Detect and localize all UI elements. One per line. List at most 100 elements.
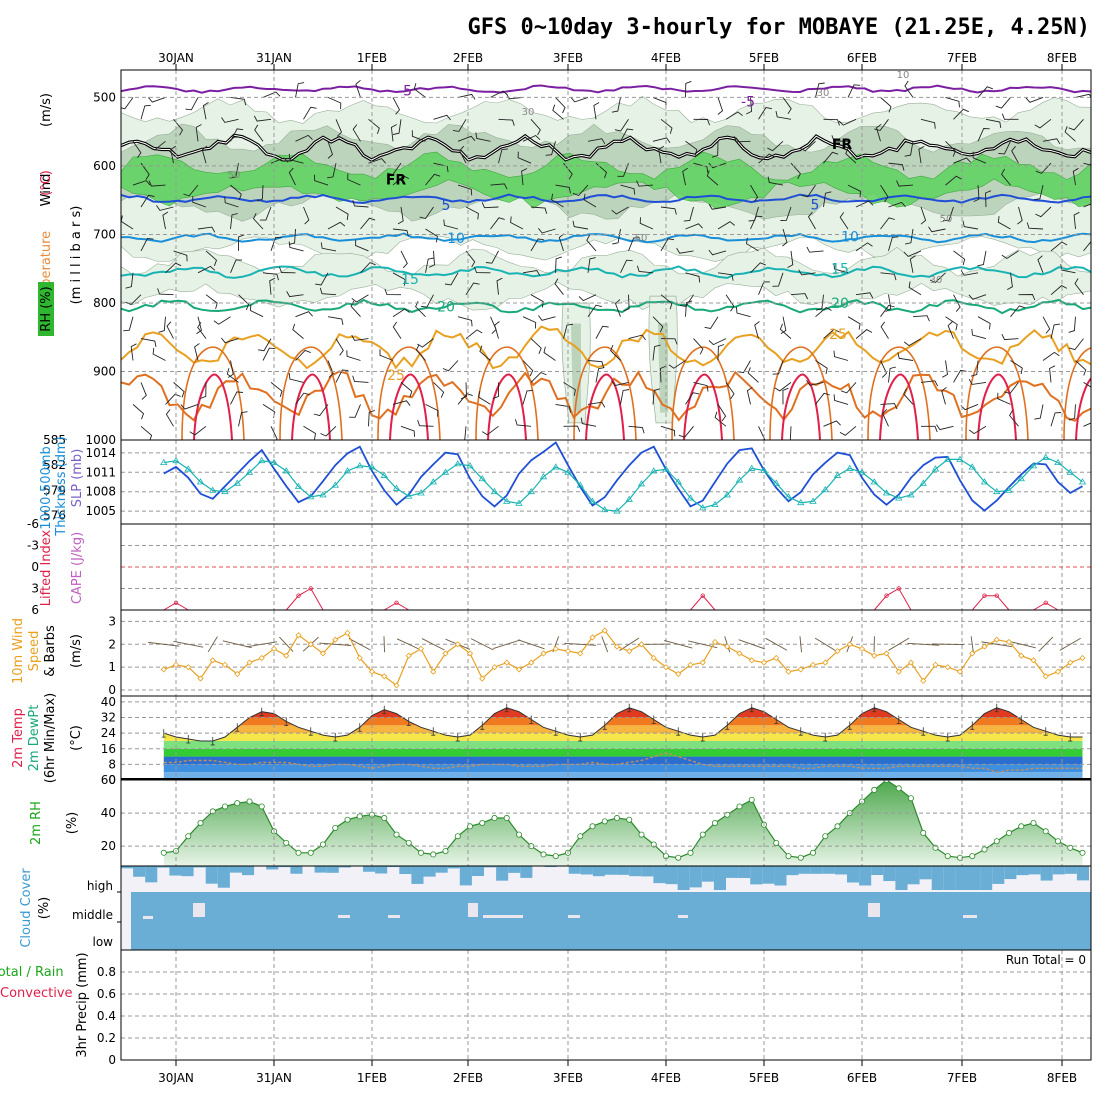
wind-barb [660, 425, 676, 437]
temp-minmax-mark [945, 733, 950, 742]
wind-barb [1074, 278, 1084, 295]
wind-barb [997, 392, 1011, 405]
wind-barb [823, 191, 832, 208]
cloud-high-bar [1076, 866, 1089, 881]
wind-barb [620, 259, 633, 273]
wind10m-point [1042, 673, 1049, 680]
wind-barb [708, 203, 727, 210]
cloud-high-bar [520, 866, 533, 878]
rh2m-point [221, 803, 228, 810]
wind-barb [1083, 162, 1091, 166]
isotherm-label: 15 [831, 262, 849, 278]
temp-tick: 32 [101, 711, 116, 725]
wind-barb [968, 294, 987, 300]
wind-barb [392, 97, 401, 115]
isotherm-hot-loop [683, 373, 723, 440]
wind-barb [942, 360, 948, 378]
rh2m-point [1055, 838, 1062, 845]
wind-barb [921, 425, 938, 433]
wind-barb [652, 316, 664, 333]
wind-barb [660, 294, 673, 310]
ylabel-rh: RH (%) [39, 286, 54, 331]
wind-barb [1035, 206, 1052, 218]
cloud-high-bar [1040, 866, 1053, 881]
temp-minmax-mark [725, 721, 730, 730]
wind-barb [521, 168, 528, 186]
wind-barb [180, 403, 199, 410]
ylabel-wind10m-speed: Speed [27, 631, 42, 672]
wind10m-point [356, 654, 363, 662]
cloud-high-bar [980, 866, 993, 890]
wind10m-barb [173, 640, 204, 648]
slp-point [1042, 453, 1050, 460]
wind-barb [920, 118, 936, 129]
wind-barb [262, 347, 276, 361]
isotherm-hot-loop [585, 373, 625, 440]
wind-barb [195, 124, 202, 142]
rh2m-point [307, 849, 314, 856]
cloud-high-bar [1028, 866, 1041, 875]
wind-barb [292, 323, 304, 339]
wind10m-point [503, 659, 510, 666]
wind-barb [1009, 410, 1019, 427]
cloud-high-bar [278, 866, 291, 868]
wind-barb [555, 256, 562, 273]
wind-barb [349, 404, 361, 418]
wind-barb [693, 381, 709, 392]
wind10m-point [319, 650, 327, 657]
wind-barb [725, 382, 735, 400]
slp-point [760, 466, 768, 473]
wind-barb [173, 250, 188, 262]
isotherm-line [121, 265, 1091, 279]
wind-tick: 3 [108, 614, 116, 628]
wind-barb [485, 250, 499, 264]
wind-barb [555, 97, 566, 114]
bottom-date-label: 30JAN [158, 1071, 194, 1085]
wind10m-point [944, 664, 951, 671]
wind-barb [494, 321, 500, 339]
wind10m-barb [981, 641, 1013, 648]
ylabel-2m-rh: 2m RH [29, 801, 44, 845]
wind-barb [693, 162, 709, 173]
wind10m-barb [421, 638, 445, 651]
rh2m-point [589, 823, 596, 830]
wind-barb [192, 196, 207, 208]
wind-barb [578, 294, 597, 302]
wind-barb [270, 157, 289, 164]
slp-point [1066, 468, 1074, 475]
rh2m-point [160, 849, 167, 856]
wind-barb [140, 425, 153, 440]
wind-barb [490, 183, 508, 190]
wind-barb [847, 184, 861, 198]
slp-point [723, 491, 731, 498]
slp-point [797, 498, 805, 506]
cloud-high-bar [968, 866, 981, 890]
wind10m-point [466, 650, 474, 657]
wind-barb [685, 140, 698, 156]
temperature-fill-group [163, 707, 1083, 779]
li-point [982, 593, 987, 598]
rh2m-point [258, 803, 265, 810]
wind-barb [685, 80, 692, 98]
wind-barb [224, 196, 239, 208]
wind-barb [170, 145, 177, 164]
wind-barb [258, 338, 272, 352]
bottom-date-label: 8FEB [1047, 1071, 1077, 1085]
wind-barb [288, 241, 304, 252]
pressure-tick: 900 [93, 364, 116, 378]
wind-barb [855, 242, 873, 252]
wind-barb [140, 194, 155, 208]
temp-minmax-mark [970, 721, 975, 730]
top-date-axis: 30JAN 31JAN 1FEB 2FEB 3FEB 4FEB 5FEB 6FEB 7FEB 8F… [158, 51, 1077, 65]
wind-barb [563, 323, 574, 339]
isotherm-label: 20 [831, 296, 849, 312]
bottom-date-label: 31JAN [256, 1071, 292, 1085]
wind-barb [140, 104, 151, 120]
rh2m-point [344, 816, 351, 823]
wind-tick: 2 [108, 637, 116, 651]
wind-barb [909, 255, 916, 273]
temp-minmax-mark [1019, 715, 1024, 724]
temp-tick: 8 [108, 757, 116, 771]
wind-barb [628, 425, 645, 434]
